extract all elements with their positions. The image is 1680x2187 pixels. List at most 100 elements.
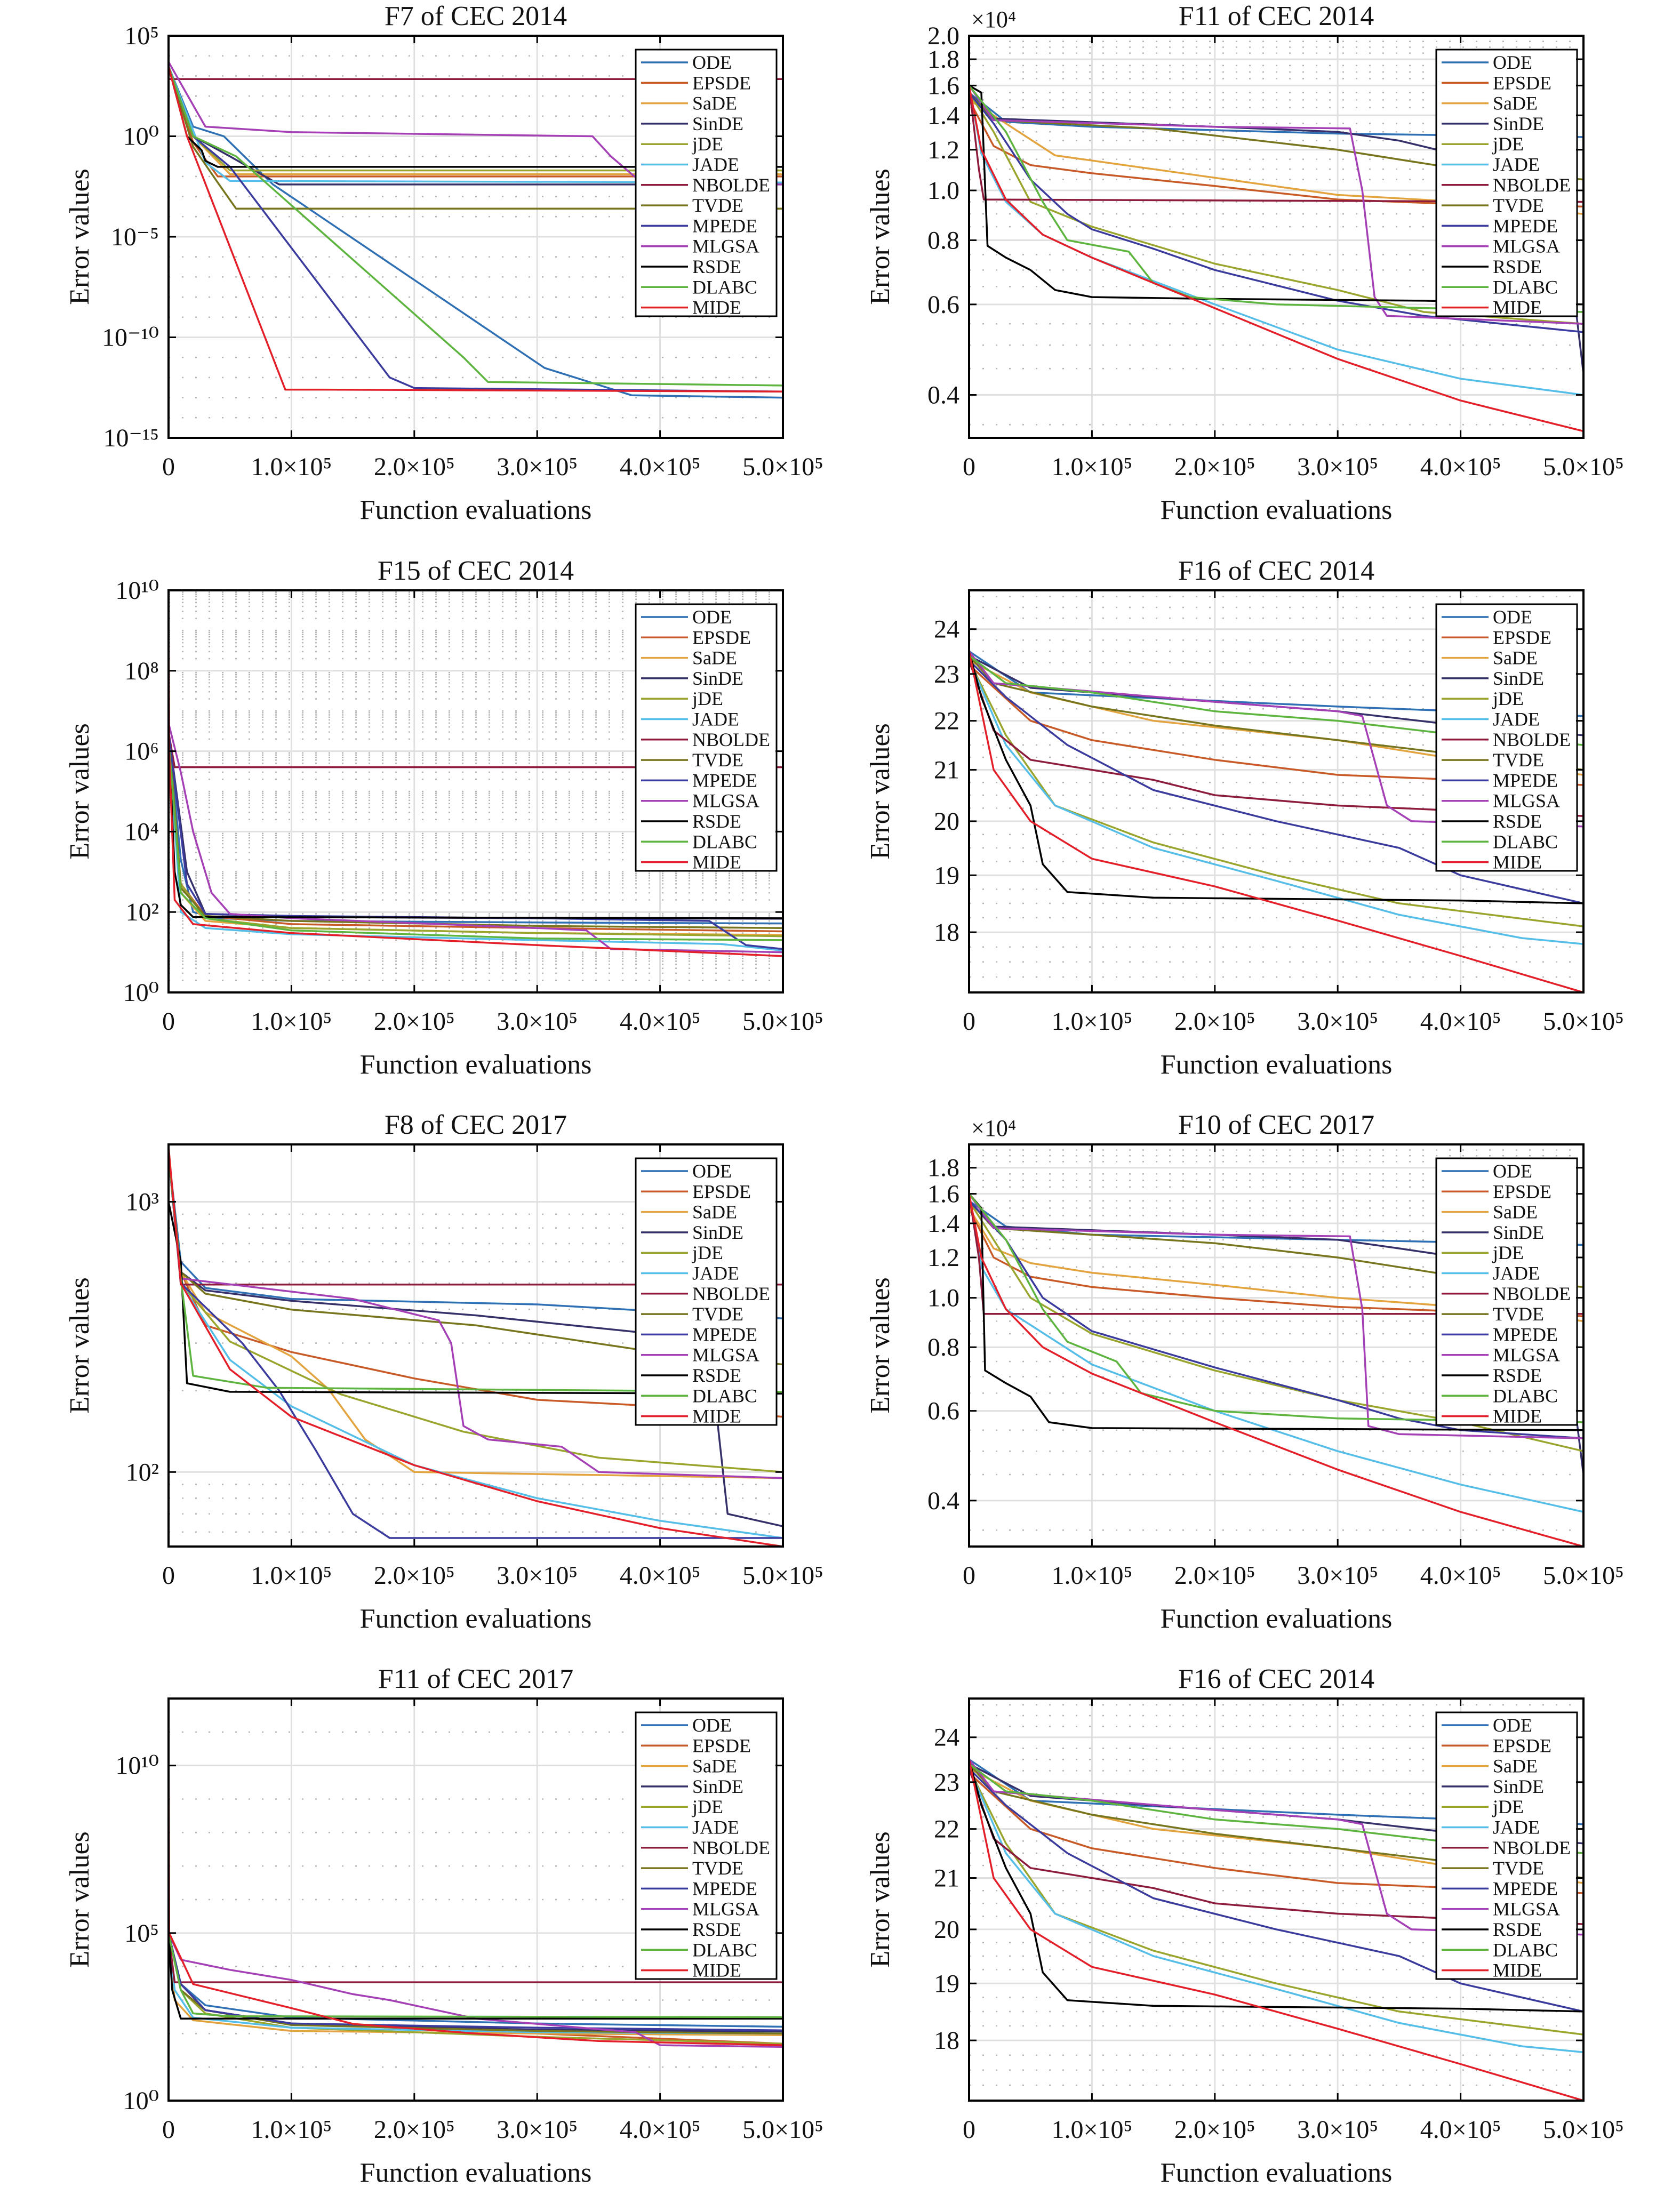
legend-item-mide: MIDE [641,852,741,873]
y-axis-label: Error values [865,1277,895,1414]
legend-item-ode: ODE [1442,1160,1532,1182]
x-axis-label: Function evaluations [360,1604,592,1634]
legend-item-jade: JADE [641,709,739,730]
series-line-jde [969,660,1583,927]
y-tick-label: 10⁻¹⁵ [103,424,159,452]
x-tick-label: 2.0×10⁵ [374,2116,455,2144]
legend-label: SaDE [1493,647,1538,669]
y-tick-label: 10⁰ [123,123,159,151]
series-line-mide [169,1146,783,1547]
legend-label: EPSDE [692,1181,751,1202]
legend-label: SaDE [1493,93,1538,114]
series-line-nbolde [969,1193,1583,1315]
y-tick-label: 1.0 [927,1284,959,1312]
x-axis-label: Function evaluations [1161,1050,1393,1080]
x-tick-label: 3.0×10⁵ [1297,1561,1378,1590]
legend-item-mlgsa: MLGSA [1442,1898,1560,1920]
legend-label: JADE [692,1817,739,1838]
legend-label: MPEDE [692,770,757,791]
y-tick-label: 10⁵ [124,1919,159,1948]
legend-item-rsde: RSDE [1442,1919,1542,1940]
y-tick-label: 0.4 [927,1487,959,1515]
legend-label: jDE [691,133,723,155]
legend-label: DLABC [692,1385,757,1406]
legend-label: RSDE [1493,256,1542,277]
legend-label: TVDE [692,749,743,771]
chart-panel-f8-of-cec-2017: ODEEPSDESaDESinDEjDEJADENBOLDETVDEMPEDEM… [65,1110,823,1634]
x-tick-label: 4.0×10⁵ [1420,2116,1501,2144]
y-tick-label: 21 [934,756,959,784]
y-tick-label: 1.8 [927,1154,959,1182]
x-tick-label: 4.0×10⁵ [620,453,701,481]
legend-label: jDE [1492,1242,1524,1263]
legend-item-ode: ODE [1442,52,1532,73]
legend-label: MIDE [692,1406,741,1427]
legend-label: ODE [1493,606,1532,628]
legend-item-sinde: SinDE [1442,1222,1544,1243]
y-tick-label: 1.6 [927,71,959,100]
legend-item-mlgsa: MLGSA [641,790,759,812]
legend-label: MLGSA [1493,1898,1560,1920]
legend-item-mpede: MPEDE [641,215,757,236]
legend-label: EPSDE [692,72,751,93]
x-tick-label: 1.0×10⁵ [251,1561,332,1590]
legend-item-jde: jDE [1442,133,1524,155]
legend-item-dlabc: DLABC [1442,276,1558,298]
x-tick-label: 0 [963,1007,975,1036]
legend-label: NBOLDE [692,1837,770,1858]
series-line-jade [169,739,783,952]
chart-title: F15 of CEC 2014 [378,556,574,586]
x-tick-label: 5.0×10⁵ [742,453,823,481]
legend-item-mlgsa: MLGSA [1442,236,1560,257]
legend: ODEEPSDESaDESinDEjDEJADENBOLDETVDEMPEDEM… [1435,603,1578,873]
series-line-tvde [169,66,783,210]
chart-panel-f10-of-cec-2017: ODEEPSDESaDESinDEjDEJADENBOLDETVDEMPEDEM… [865,1110,1624,1634]
legend-label: DLABC [692,831,757,852]
series-line-ode [169,732,783,925]
legend-label: NBOLDE [1493,1837,1571,1858]
series-group [169,61,783,399]
minor-grid [169,1213,783,1533]
legend-label: MPEDE [692,1878,757,1899]
legend-item-rsde: RSDE [641,1365,741,1386]
axes-frame [968,35,1585,439]
legend-item-tvde: TVDE [1442,1857,1544,1879]
legend-label: EPSDE [1493,1735,1551,1756]
y-tick-label: 10⁰ [123,979,159,1007]
series-group [969,84,1583,432]
legend-item-epsde: EPSDE [1442,1181,1551,1202]
series-line-rsde [969,1759,1583,2013]
legend-item-mide: MIDE [1442,1960,1542,1981]
chart-panel-f16-of-cec-2014: ODEEPSDESaDESinDEjDEJADENBOLDETVDEMPEDEM… [865,1664,1624,2187]
legend-item-mlgsa: MLGSA [1442,790,1560,812]
y-tick-label: 1.6 [927,1180,959,1208]
legend-item-sade: SaDE [1442,647,1538,669]
x-tick-label: 1.0×10⁵ [1051,1561,1132,1590]
series-line-jade [969,1768,1583,2053]
series-line-mpede [969,1200,1583,1439]
legend-label: NBOLDE [692,174,770,196]
x-tick-label: 3.0×10⁵ [497,2116,578,2144]
x-tick-label: 1.0×10⁵ [251,1007,332,1036]
legend-label: NBOLDE [1493,1283,1571,1304]
legend-label: RSDE [692,811,741,832]
legend-label: ODE [692,606,732,628]
legend-label: RSDE [1493,1365,1542,1386]
series-line-mide [969,1759,1583,2101]
legend-item-jde: jDE [641,133,723,155]
y-tick-label: 24 [934,1724,959,1752]
chart-title: F11 of CEC 2017 [378,1664,573,1694]
legend-item-mpede: MPEDE [641,770,757,791]
legend-item-mpede: MPEDE [641,1324,757,1345]
x-tick-label: 3.0×10⁵ [1297,453,1378,481]
legend-label: MLGSA [1493,790,1560,812]
legend: ODEEPSDESaDESinDEjDEJADENBOLDETVDEMPEDEM… [635,1711,778,1981]
x-tick-label: 0 [162,2116,175,2144]
legend-label: RSDE [1493,1919,1542,1940]
legend-item-jde: jDE [641,1242,723,1263]
legend-item-ode: ODE [1442,606,1532,628]
y-tick-label: 19 [934,861,959,890]
legend-item-tvde: TVDE [1442,1303,1544,1325]
legend-item-sade: SaDE [641,1201,737,1223]
x-tick-label: 3.0×10⁵ [497,1561,578,1590]
